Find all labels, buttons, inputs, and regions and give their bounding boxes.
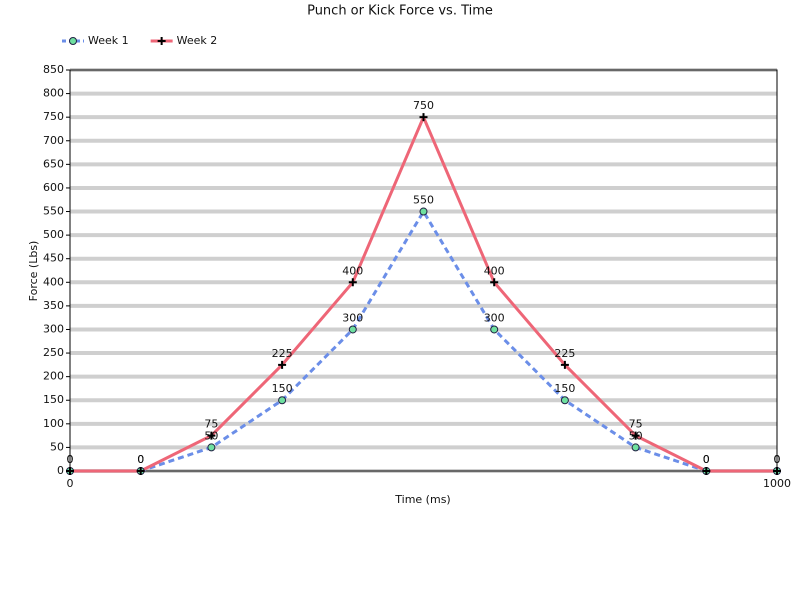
plot-border (69, 69, 778, 472)
marker (490, 278, 499, 287)
legend-item: Week 2 (150, 34, 218, 47)
y-tick-label: 300 (43, 322, 64, 335)
data-label: 150 (554, 382, 575, 395)
data-label: 400 (342, 264, 363, 277)
legend-item: Week 1 (62, 34, 129, 47)
marker (348, 325, 357, 334)
marker (66, 467, 74, 475)
y-tick-label: 50 (50, 440, 64, 453)
data-label: 0 (703, 453, 710, 466)
y-tick-label: 750 (43, 110, 64, 123)
marker (773, 467, 781, 475)
marker (631, 443, 640, 452)
y-tick-label: 200 (43, 370, 64, 383)
data-label: 550 (413, 194, 434, 207)
data-label: 300 (342, 311, 363, 324)
data-label: 0 (137, 453, 144, 466)
data-label: 400 (484, 264, 505, 277)
marker (348, 278, 357, 287)
marker (631, 431, 640, 440)
marker (702, 467, 711, 475)
y-tick-label: 800 (43, 87, 64, 100)
y-tick-label: 700 (43, 134, 64, 147)
legend-label: Week 2 (177, 34, 218, 47)
marker (278, 396, 287, 405)
data-label: 225 (554, 347, 575, 360)
y-tick-label: 100 (43, 417, 64, 430)
x-tick-label: 1000 (763, 477, 791, 490)
y-axis-label: Force (Lbs) (27, 241, 40, 302)
y-tick-label: 450 (43, 252, 64, 265)
legend-label: Week 1 (88, 34, 129, 47)
marker (560, 360, 569, 369)
x-axis-label: Time (ms) (394, 493, 450, 506)
x-tick-label: 0 (67, 477, 74, 490)
marker (419, 113, 428, 122)
data-label: 0 (67, 453, 74, 466)
data-label: 75 (629, 418, 643, 431)
marker (207, 443, 216, 452)
data-label: 0 (67, 453, 74, 466)
data-label: 0 (703, 453, 710, 466)
y-tick-label: 350 (43, 299, 64, 312)
data-label: 300 (484, 311, 505, 324)
marker (490, 325, 499, 334)
y-tick-label: 0 (57, 464, 64, 477)
legend-marker (157, 37, 166, 45)
data-label: 75 (204, 418, 218, 431)
data-label: 150 (272, 382, 293, 395)
y-tick-label: 650 (43, 157, 64, 170)
y-tick-label: 500 (43, 228, 64, 241)
y-tick-label: 250 (43, 346, 64, 359)
data-label: 225 (272, 347, 293, 360)
data-label: 750 (413, 99, 434, 112)
marker (419, 207, 428, 216)
y-tick-label: 400 (43, 275, 64, 288)
y-tick-label: 850 (43, 63, 64, 76)
y-tick-label: 150 (43, 393, 64, 406)
data-label: 0 (774, 453, 781, 466)
y-tick-label: 600 (43, 181, 64, 194)
series-line (70, 208, 777, 473)
chart-title: Punch or Kick Force vs. Time (307, 4, 493, 19)
data-label: 0 (774, 453, 781, 466)
legend-marker (69, 37, 77, 45)
plot-area (70, 70, 777, 471)
y-tick-label: 550 (43, 205, 64, 218)
marker (560, 396, 569, 405)
marker (278, 360, 287, 369)
data-label: 0 (137, 453, 144, 466)
marker (207, 431, 216, 440)
marker (136, 467, 145, 475)
